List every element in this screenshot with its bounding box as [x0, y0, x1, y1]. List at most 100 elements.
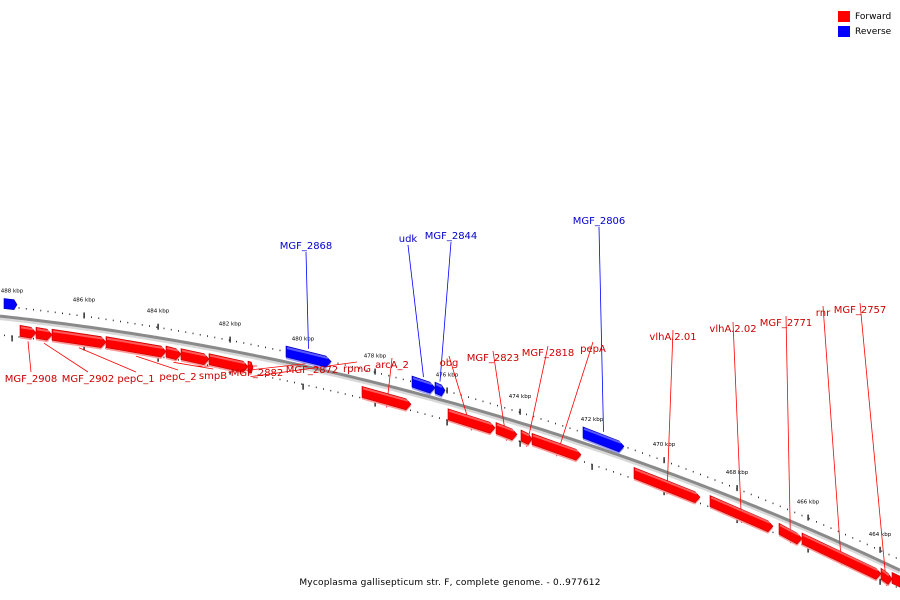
- gene-highlight-MGF_2844: [435, 383, 443, 388]
- minor-tick: [308, 384, 310, 387]
- major-tick: [229, 368, 231, 375]
- minor-tick: [359, 367, 361, 370]
- gene-arcA_2: [361, 385, 412, 411]
- major-tick: [519, 440, 521, 447]
- minor-tick: [678, 465, 680, 468]
- minor-tick: [859, 540, 861, 542]
- minor-tick: [105, 318, 107, 321]
- gene-MGF_2868: [285, 345, 332, 368]
- minor-tick: [598, 466, 600, 468]
- gene-label-MGF_2823: MGF_2823: [467, 353, 520, 364]
- minor-tick: [468, 396, 469, 398]
- tick-label: 466 kbp: [797, 500, 820, 506]
- gene-MGF_2872: [208, 353, 249, 373]
- minor-tick: [540, 418, 542, 420]
- major-tick: [807, 514, 809, 521]
- gene-highlight-vlhA.2.02: [710, 496, 771, 524]
- minor-tick: [714, 479, 716, 481]
- gene-highlight-smpB: [166, 347, 179, 352]
- minor-tick: [627, 447, 629, 449]
- forward-swatch: [838, 11, 850, 22]
- minor-tick: [584, 461, 585, 463]
- minor-tick: [265, 346, 266, 349]
- major-tick: [446, 387, 448, 394]
- gene-highlight-obg: [448, 409, 493, 426]
- gene-highlight-pepA: [532, 434, 579, 453]
- gene-label-MGF_2868: MGF_2868: [280, 241, 333, 252]
- leader-pepA: [556, 341, 594, 457]
- minor-tick: [344, 364, 346, 366]
- minor-tick: [402, 378, 404, 381]
- minor-tick: [178, 330, 179, 332]
- gene-label-vlhA.2.01: vlhA.2.01: [649, 332, 696, 343]
- minor-tick: [4, 334, 5, 337]
- gene-highlight-MGF_2902: [36, 328, 50, 333]
- tick-label: 478 kbp: [364, 354, 387, 360]
- gene-label-rpmG: rpmG: [343, 364, 371, 375]
- minor-tick: [228, 339, 230, 341]
- minor-tick: [794, 511, 796, 514]
- gene-highlight-MGF_2806: [583, 427, 622, 444]
- gene-smpB: [165, 345, 182, 360]
- minor-tick: [192, 332, 194, 335]
- leader-vlhA.2.02: [732, 321, 742, 523]
- minor-tick: [207, 335, 208, 337]
- minor-tick: [620, 473, 622, 476]
- major-tick: [157, 323, 159, 330]
- minor-tick: [888, 553, 890, 556]
- legend-forward-label: Forward: [855, 11, 892, 22]
- minor-tick: [526, 413, 527, 416]
- minor-tick: [721, 482, 723, 484]
- gene-highlight-udk: [412, 377, 433, 386]
- gene-label-arcA_2: arcA_2: [375, 360, 409, 371]
- leader-MGF_2868: [305, 251, 309, 349]
- legend: Forward Reverse: [838, 9, 891, 39]
- minor-tick: [779, 505, 781, 508]
- minor-tick: [337, 391, 339, 394]
- minor-tick: [337, 362, 339, 365]
- minor-tick: [134, 322, 136, 325]
- minor-tick: [518, 411, 520, 413]
- minor-tick: [315, 386, 317, 389]
- major-tick: [374, 368, 376, 375]
- minor-tick: [692, 470, 694, 473]
- gene-highlight-MGF_2882: [181, 349, 207, 357]
- legend-reverse-label: Reverse: [855, 26, 892, 37]
- leader-vlhA.2.01: [666, 329, 674, 495]
- minor-tick: [141, 324, 143, 326]
- tick-label: 472 kbp: [581, 417, 604, 423]
- minor-tick: [199, 333, 201, 336]
- leader-MGF_2771: [785, 315, 791, 544]
- major-tick: [157, 355, 159, 362]
- minor-tick: [294, 381, 295, 384]
- leader-MGF_2806: [598, 226, 604, 432]
- gene-label-MGF_2771: MGF_2771: [760, 318, 813, 329]
- gene-MGF_2771: [778, 522, 803, 545]
- gene-highlight-MGF_2908: [20, 326, 34, 331]
- gene-edge-forward: [891, 571, 900, 588]
- major-tick: [591, 463, 593, 470]
- leader-MGF_2757: [859, 302, 887, 586]
- leader-smpB: [173, 361, 214, 370]
- gene-label-smpB: smpB: [199, 371, 227, 382]
- major-tick: [302, 383, 304, 390]
- minor-tick: [765, 499, 767, 502]
- minor-tick: [852, 537, 854, 539]
- leader-MGF_2902: [43, 342, 89, 373]
- minor-tick: [424, 413, 426, 415]
- gene-highlight-MGF_2771: [779, 524, 800, 536]
- tick-label: 488 kbp: [1, 288, 24, 294]
- gene-MGF_2823: [495, 422, 518, 441]
- gene-MGF_2902: [35, 326, 53, 341]
- major-tick: [446, 419, 448, 426]
- minor-tick: [395, 376, 397, 379]
- minor-tick: [758, 496, 759, 499]
- minor-tick: [54, 311, 56, 314]
- minor-tick: [497, 404, 498, 407]
- gene-pepC_1: [51, 328, 107, 348]
- minor-tick: [185, 331, 187, 333]
- gene-label-vlhA.2.02: vlhA.2.02: [709, 324, 756, 335]
- gene-rpmG: [247, 360, 254, 374]
- minor-tick: [649, 454, 651, 457]
